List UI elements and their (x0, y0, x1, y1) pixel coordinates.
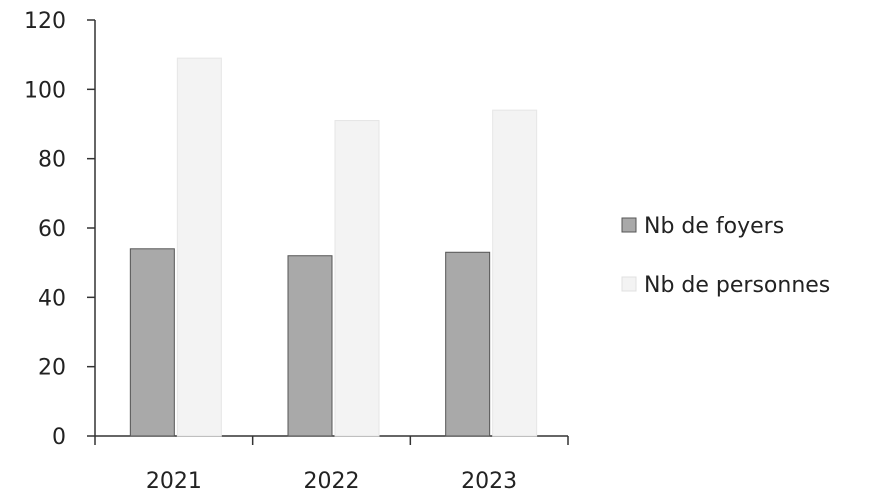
x-tick-label: 2022 (304, 469, 360, 494)
y-axis: 0 20 40 60 80 100 120 (24, 9, 96, 450)
bar-nb-de-foyers-2023 (445, 251, 491, 437)
y-tick-label: 20 (38, 356, 66, 381)
bar-nb-de-personnes-2022 (334, 120, 380, 437)
legend-label: Nb de foyers (644, 214, 784, 239)
y-tick-label: 120 (24, 9, 66, 34)
x-tick-label: 2021 (146, 469, 202, 494)
y-tick-label: 60 (38, 217, 66, 242)
y-tick-label: 80 (38, 148, 66, 173)
bar-nb-de-personnes-2021 (176, 57, 222, 437)
x-axis: 2021 2022 2023 (94, 435, 569, 494)
bar-nb-de-foyers-2021 (129, 248, 175, 437)
bars (129, 57, 538, 437)
y-tick-label: 40 (38, 286, 66, 311)
legend-label: Nb de personnes (644, 273, 830, 298)
bar-nb-de-foyers-2022 (287, 255, 333, 437)
legend-swatch (621, 217, 637, 233)
x-tick-label: 2023 (461, 469, 517, 494)
y-tick-label: 0 (52, 425, 66, 450)
legend: Nb de foyers Nb de personnes (621, 214, 830, 298)
legend-swatch (621, 276, 637, 292)
bar-nb-de-personnes-2023 (492, 109, 538, 437)
y-tick-label: 100 (24, 78, 66, 103)
